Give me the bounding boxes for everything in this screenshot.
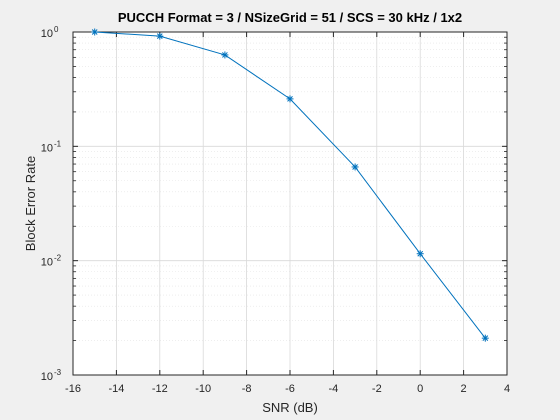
marker-stroke [482, 335, 489, 342]
marker-stroke [156, 33, 163, 39]
x-tick-label: -6 [285, 383, 295, 395]
data-point [286, 95, 294, 103]
chart-title: PUCCH Format = 3 / NSizeGrid = 51 / SCS … [118, 10, 462, 25]
x-tick-label: 4 [504, 383, 510, 395]
data-point [156, 32, 164, 40]
data-point [221, 51, 229, 59]
y-tick-label: 10 0 [41, 25, 59, 40]
data-point [351, 163, 359, 171]
y-axis-label: Block Error Rate [23, 156, 38, 251]
marker-stroke [222, 52, 228, 58]
series-group [91, 28, 489, 342]
y-tick-label: 10 -3 [41, 368, 62, 383]
x-tick-label: -16 [65, 383, 81, 395]
x-tick-label: 2 [461, 383, 467, 395]
y-tick-base: 10 [41, 371, 53, 383]
y-tick-base: 10 [41, 28, 53, 40]
x-tick-label: -4 [329, 383, 339, 395]
marker-stroke [417, 250, 424, 257]
tick-marks [72, 31, 508, 376]
x-tick-label: -12 [152, 383, 168, 395]
marker-stroke [91, 29, 98, 35]
marker-stroke [287, 96, 293, 102]
data-point [91, 28, 99, 36]
x-tick-label: -14 [108, 383, 124, 395]
x-tick-label: -8 [242, 383, 252, 395]
data-point [416, 250, 424, 258]
x-axis-label: SNR (dB) [262, 400, 318, 415]
y-tick-label: 10 -2 [41, 254, 62, 269]
y-tick-exponent: 0 [54, 25, 59, 34]
data-point [481, 334, 489, 342]
x-tick-labels: -16 -14 -12 -10 -8 -6 -4 -2 0 2 4 [65, 383, 510, 395]
y-tick-label: 10 -1 [41, 139, 62, 154]
marker-stroke [352, 164, 358, 170]
y-tick-exponent: -1 [54, 139, 62, 148]
x-tick-label: -10 [195, 383, 211, 395]
y-tick-exponent: -3 [54, 368, 62, 377]
x-tick-label: 0 [417, 383, 423, 395]
y-tick-base: 10 [41, 257, 53, 269]
x-tick-label: -2 [372, 383, 382, 395]
y-tick-base: 10 [41, 142, 53, 154]
y-tick-exponent: -2 [54, 254, 62, 263]
